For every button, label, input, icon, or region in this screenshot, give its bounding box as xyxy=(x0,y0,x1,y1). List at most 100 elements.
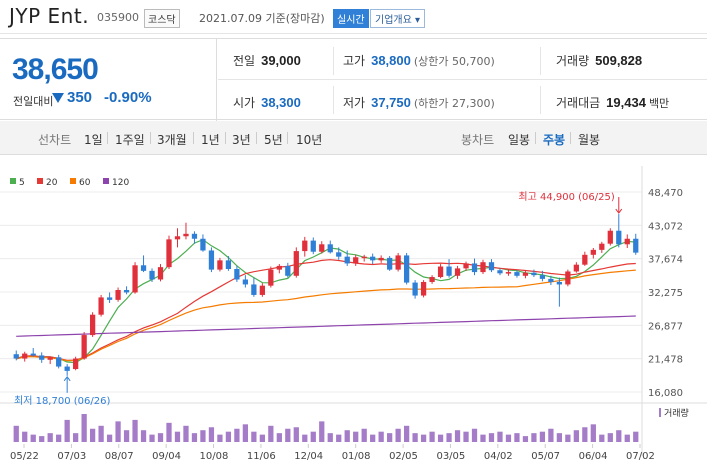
volume-bar xyxy=(505,434,512,442)
volume-bar xyxy=(276,433,282,442)
volume-bar xyxy=(607,433,613,442)
candle-body xyxy=(89,314,96,336)
candle-body xyxy=(64,366,70,371)
candle-body xyxy=(446,266,452,276)
y-tick-label: 32,275 xyxy=(648,288,683,299)
x-tick-label: 12/04 xyxy=(294,451,323,462)
candle-body xyxy=(268,269,274,286)
company-overview-button[interactable]: 기업개요 ▾ xyxy=(370,9,425,28)
volume-bar xyxy=(208,427,215,442)
candle-body xyxy=(590,249,596,255)
volume-bar xyxy=(471,428,478,442)
candle-body xyxy=(302,240,308,252)
candle-body xyxy=(497,270,503,274)
tab-1d[interactable]: 1일 xyxy=(84,133,103,147)
tab-daily[interactable]: 일봉 xyxy=(508,133,531,147)
candlestick-chart[interactable]: 5 20 60 120 48,470 43,072 37,674 32,275 26,877 2… xyxy=(0,156,707,474)
tab-weekly[interactable]: 주봉 xyxy=(543,133,566,147)
live-button[interactable]: 실시간 xyxy=(333,9,369,28)
volume-bar xyxy=(191,433,198,442)
tab-10y[interactable]: 10년 xyxy=(296,133,323,147)
low-arrow-icon xyxy=(63,375,71,382)
candle-body xyxy=(429,277,435,282)
legend-label: 20 xyxy=(46,178,58,188)
candle-body xyxy=(514,272,520,276)
candle-body xyxy=(624,238,630,245)
volume-bar xyxy=(319,421,325,442)
tab-divider xyxy=(287,132,288,144)
candle-body xyxy=(191,233,198,239)
col-divider xyxy=(540,47,541,75)
candle-body xyxy=(251,284,257,295)
volume-bar xyxy=(531,433,537,442)
x-tick-label: 07/03 xyxy=(57,451,86,462)
tab-1y[interactable]: 1년 xyxy=(201,133,220,147)
current-price-box: 38,650 전일대비 350 -0.90% xyxy=(0,39,217,121)
candle-body xyxy=(39,355,45,360)
chart-legend: 5 20 60 120 xyxy=(10,178,129,188)
candle-body xyxy=(123,289,130,293)
volume-bar xyxy=(488,433,495,442)
volume-bar xyxy=(115,421,121,442)
candle-body xyxy=(412,282,418,296)
candle-body xyxy=(327,244,333,253)
high-label: 고가 xyxy=(343,54,366,68)
ma-20-line xyxy=(16,259,636,361)
change-label: 전일대비 xyxy=(13,95,54,108)
candle-body xyxy=(208,250,215,270)
candle-body xyxy=(157,267,164,280)
candle-body xyxy=(573,264,579,272)
volume-bar xyxy=(327,433,333,442)
col-divider xyxy=(540,86,541,114)
high-value: 38,800 xyxy=(371,53,411,68)
low-value: 37,750 xyxy=(371,95,411,110)
volume-bars: 거래량 xyxy=(13,407,689,442)
volume-bar xyxy=(174,431,181,442)
open-cell: 시가 38,300 xyxy=(233,94,301,111)
candle-body xyxy=(132,265,138,293)
candles xyxy=(13,214,639,376)
volume-bar xyxy=(548,428,554,442)
volume-bar xyxy=(565,434,571,442)
volume-bar xyxy=(56,434,62,442)
candle-body xyxy=(387,257,393,270)
tab-3m[interactable]: 3개월 xyxy=(157,133,187,147)
volume-bar xyxy=(106,434,113,442)
annotations: 최고 44,900 (06/25) 최저 18,700 (06/26) xyxy=(14,191,623,407)
candle-body xyxy=(242,279,249,285)
candle-body xyxy=(582,254,588,265)
tab-monthly[interactable]: 월봉 xyxy=(578,133,601,147)
candle-body xyxy=(395,255,401,270)
volume-bar xyxy=(336,434,342,442)
candle-body xyxy=(539,275,546,279)
volume-bar xyxy=(157,433,164,442)
prev-close-value: 39,000 xyxy=(261,53,301,68)
volume-bar xyxy=(556,433,563,442)
x-tick-label: 05/07 xyxy=(531,451,560,462)
candle-body xyxy=(454,268,461,276)
volume-bar xyxy=(624,434,630,442)
volume-bar xyxy=(149,434,155,442)
candle-body xyxy=(234,268,240,280)
candle-body xyxy=(140,265,147,271)
x-tick-label: 05/22 xyxy=(10,451,39,462)
candle-body xyxy=(522,272,529,276)
legend-label: 5 xyxy=(19,178,25,188)
low-annotation: 최저 18,700 (06/26) xyxy=(14,395,110,407)
low-label: 저가 xyxy=(343,96,366,110)
tab-1w[interactable]: 1주일 xyxy=(115,133,145,147)
tab-3y[interactable]: 3년 xyxy=(232,133,251,147)
candle-body xyxy=(149,270,155,280)
volume-bar xyxy=(344,430,350,442)
volume-bar xyxy=(429,431,435,442)
candle-body xyxy=(344,256,350,264)
x-tick-label: 07/02 xyxy=(626,451,655,462)
candle-chart-label: 봉차트 xyxy=(461,133,495,147)
x-tick-label: 04/02 xyxy=(484,451,513,462)
candle-body xyxy=(480,262,486,273)
volume-bar xyxy=(539,431,546,442)
candle-body xyxy=(293,251,299,276)
volume-bar xyxy=(514,433,520,442)
volume-bar xyxy=(633,431,639,442)
tab-5y[interactable]: 5년 xyxy=(264,133,283,147)
